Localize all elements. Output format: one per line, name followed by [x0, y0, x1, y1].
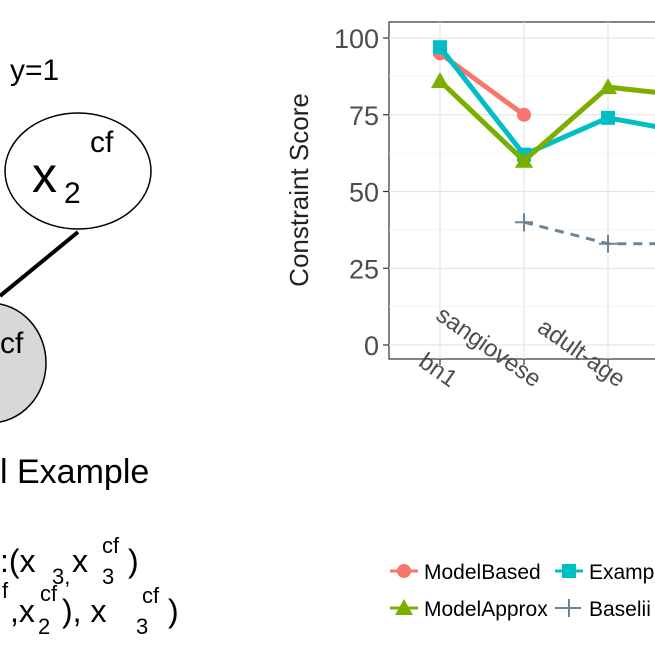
y-axis-label: Constraint Score — [284, 93, 314, 287]
svg-text:cf: cf — [40, 581, 58, 606]
legend-label: Examp — [589, 561, 654, 584]
svg-text:3,: 3, — [52, 564, 70, 589]
node-x2-cf — [4, 112, 152, 230]
plot-panel — [388, 21, 655, 360]
point-plus — [560, 599, 578, 617]
point-plus — [515, 213, 533, 232]
series-Examp — [433, 40, 655, 162]
point-plus — [599, 234, 617, 253]
node-shaded-sup: cf — [0, 327, 24, 360]
svg-text:f: f — [2, 578, 9, 603]
svg-text:3: 3 — [136, 614, 148, 639]
formula-line-2: f ,x 2 cf ), x 3 cf ) — [2, 578, 179, 639]
formula-line-1: :(x 3, x 3 cf ) — [0, 533, 139, 589]
point-square — [433, 40, 447, 55]
legend-label: ModelBased — [424, 561, 541, 584]
svg-text:): ) — [168, 593, 179, 629]
series-line — [438, 79, 655, 164]
node-shaded — [0, 303, 47, 423]
y-tick-label: 50 — [349, 178, 379, 208]
svg-text:cf: cf — [142, 583, 160, 608]
diagram-caption: l Example — [0, 453, 149, 491]
point-triangle — [515, 151, 533, 168]
svg-text:), x: ), x — [62, 593, 106, 629]
legend-item: Baselii — [555, 598, 651, 621]
svg-text:2: 2 — [38, 614, 50, 639]
point-triangle — [431, 71, 449, 88]
legend-item: ModelApprox — [390, 598, 548, 621]
node-x2-base: x — [32, 147, 57, 203]
point-square — [562, 564, 576, 578]
legend-item: Examp — [555, 561, 654, 584]
svg-text:3: 3 — [102, 564, 114, 589]
series-Baselii — [515, 213, 655, 253]
condition-label: y=1 — [10, 54, 59, 87]
svg-text:): ) — [128, 543, 139, 579]
node-x2-sub: 2 — [64, 177, 81, 210]
y-tick-label: 0 — [364, 331, 379, 361]
svg-text::(x: :(x — [0, 543, 36, 579]
point-circle — [397, 564, 411, 578]
legend-label: ModelApprox — [424, 598, 548, 621]
series — [431, 40, 655, 253]
y-tick-label: 75 — [349, 101, 379, 131]
y-tick-label: 25 — [349, 254, 379, 284]
edge-line — [0, 230, 80, 298]
series-line — [438, 45, 655, 158]
node-x2-sup: cf — [90, 126, 114, 159]
point-square — [601, 110, 615, 125]
diagram-panel: y=1 x 2 cf cf l Example :(x 3, x 3 cf ) … — [0, 54, 179, 639]
svg-text:,x: ,x — [10, 593, 35, 629]
point-triangle — [599, 78, 617, 95]
series-ModelApprox — [431, 71, 655, 168]
point-triangle — [395, 599, 413, 615]
legend-label: Baselii — [589, 598, 651, 621]
y-tick-label: 100 — [334, 24, 379, 54]
svg-text:cf: cf — [102, 533, 120, 558]
legend: ModelBased Examp ModelApprox Baselii — [390, 561, 654, 621]
svg-text:x: x — [72, 543, 88, 579]
legend-item: ModelBased — [390, 561, 541, 584]
point-circle — [517, 107, 531, 122]
